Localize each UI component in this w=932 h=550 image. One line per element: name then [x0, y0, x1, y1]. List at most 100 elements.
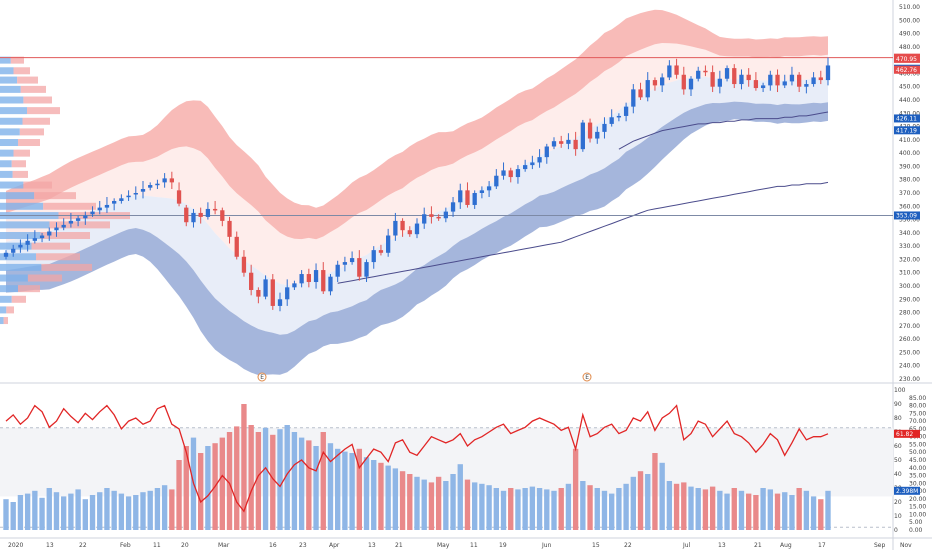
volume-profile-bar-up	[0, 96, 24, 104]
volume-bar	[169, 489, 175, 530]
volume-bar	[450, 474, 456, 530]
volume-profile-bar-down	[18, 285, 40, 293]
candle-body	[674, 65, 679, 75]
candle-body	[18, 244, 23, 248]
candle-body	[508, 170, 513, 178]
volume-bar	[767, 489, 773, 530]
volume-profile-bar-up	[0, 242, 32, 250]
y-tick-label: 310.00	[899, 270, 920, 277]
y-tick-label: 380.00	[899, 177, 920, 184]
volume-profile-bar-up	[0, 192, 35, 200]
volume-bar	[176, 460, 182, 530]
volume-bar	[702, 489, 709, 530]
volume-bar	[111, 490, 117, 530]
price-tag	[894, 211, 920, 220]
candle-body	[623, 106, 629, 116]
volume-bar	[486, 485, 492, 530]
y-tick-label: 320.00	[899, 256, 920, 263]
volume-bar	[428, 482, 435, 530]
volume-bar	[515, 489, 521, 530]
volume-bar	[414, 476, 420, 530]
candle-body	[313, 270, 319, 283]
y-tick-label: 480.00	[899, 44, 920, 51]
volume-profile-bar-up	[0, 107, 27, 115]
y-tick-label: 460.00	[899, 70, 920, 77]
volume-tick-label: 60	[894, 443, 902, 450]
volume-profile-bar-up	[0, 295, 12, 303]
candle-body	[119, 198, 124, 201]
candle-body	[292, 283, 297, 288]
price-tag-label: 426.11	[896, 115, 917, 122]
volume-bar	[479, 483, 485, 530]
volume-profile-bar-down	[10, 56, 24, 64]
candle-body	[660, 77, 665, 86]
volume-bar	[572, 448, 579, 530]
x-tick-label: 13	[718, 542, 726, 549]
volume-profile-bar-down	[11, 160, 26, 168]
volume-bar	[104, 488, 110, 530]
candle-body	[501, 170, 506, 176]
volume-bar	[659, 462, 665, 530]
candle-body	[176, 190, 182, 204]
volume-bar	[681, 482, 687, 530]
rsi-tick-label: 5.00	[909, 519, 923, 526]
candle-body	[155, 183, 160, 186]
volume-profile-bar-up	[0, 139, 18, 147]
rsi-last-label: 61.82	[896, 431, 913, 438]
y-tick-label: 510.00	[899, 4, 920, 11]
candle-body	[523, 165, 528, 170]
rsi-tick-label: 55.00	[909, 441, 926, 448]
rsi-tick-label: 45.00	[909, 457, 926, 464]
volume-profile-bar-down	[23, 181, 52, 189]
rsi-tick-label: 20.00	[909, 496, 926, 503]
y-tick-label: 280.00	[899, 310, 920, 317]
earnings-marker-label: E	[260, 374, 264, 381]
volume-profile-bar-up	[0, 67, 14, 75]
volume-bar	[609, 493, 615, 530]
y-tick-label: 250.00	[899, 349, 920, 356]
volume-bar	[97, 492, 103, 530]
volume-bar	[472, 482, 478, 530]
volume-bar	[580, 481, 586, 530]
volume-profile-bar-down	[19, 128, 44, 136]
volume-bar	[75, 489, 81, 530]
volume-bar	[695, 488, 701, 530]
candle-body	[551, 141, 557, 147]
y-tick-label: 490.00	[899, 31, 920, 38]
volume-bar	[623, 483, 629, 530]
candle-body	[205, 208, 211, 217]
candle-body	[609, 117, 614, 124]
volume-bar	[118, 493, 125, 530]
x-tick-label: 16	[269, 542, 277, 549]
candle-body	[458, 190, 463, 203]
candle-body	[54, 227, 59, 231]
volume-last-tag	[894, 486, 920, 495]
volume-bar	[125, 496, 132, 530]
rsi-tick-label: 80.00	[909, 403, 926, 410]
candle-body	[285, 287, 290, 300]
candle-body	[652, 80, 658, 86]
rsi-tick-label: 30.00	[909, 480, 926, 487]
volume-bar	[688, 486, 694, 530]
volume-bar	[645, 474, 651, 530]
candle-body	[768, 74, 773, 86]
volume-tick-label: 80	[894, 415, 902, 422]
ma-mid-line	[618, 111, 829, 150]
x-tick-label: 22	[624, 542, 632, 549]
candle-body	[825, 65, 831, 81]
candle-body	[580, 122, 585, 150]
volume-bar	[724, 493, 730, 530]
candle-body	[486, 186, 492, 191]
volume-bar	[731, 488, 737, 530]
volume-profile-bar-up	[0, 263, 42, 271]
candle-body	[732, 68, 737, 85]
volume-tick-label: 0	[894, 527, 898, 534]
ma-long-line	[337, 181, 829, 284]
volume-bar	[371, 460, 377, 530]
volume-profile-bar-down	[43, 202, 96, 210]
volume-profile-bar-up	[0, 117, 23, 125]
y-tick-label: 340.00	[899, 230, 920, 237]
volume-bar	[421, 479, 427, 530]
volume-bar	[717, 490, 723, 530]
